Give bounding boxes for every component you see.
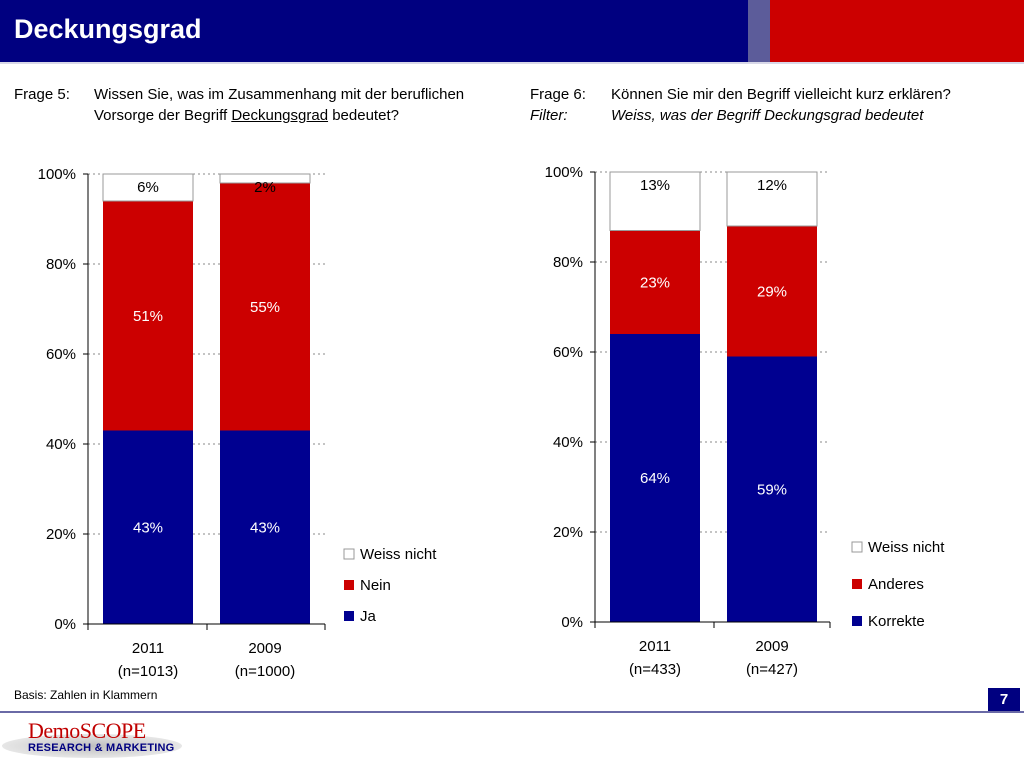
legend-swatch xyxy=(343,548,355,560)
y-tick-label: 20% xyxy=(553,524,583,541)
data-label: 2% xyxy=(254,179,276,196)
data-label: 55% xyxy=(250,299,280,316)
x-tick-sublabel: (n=1013) xyxy=(118,663,178,680)
data-label: 59% xyxy=(757,481,787,498)
data-label: 6% xyxy=(137,179,159,196)
title-divider xyxy=(0,62,1024,64)
bar-segment xyxy=(103,430,193,624)
y-tick-label: 100% xyxy=(545,164,583,181)
legend-swatch xyxy=(851,541,863,553)
data-label: 43% xyxy=(250,519,280,536)
x-tick-label: 2009 xyxy=(755,638,788,655)
data-label: 51% xyxy=(133,308,163,325)
question-right-label: Frage 6: xyxy=(530,86,586,103)
title-bar-accent xyxy=(748,0,770,62)
x-tick-label: 2011 xyxy=(132,640,164,657)
data-label: 13% xyxy=(640,177,670,194)
bar-segment xyxy=(727,226,817,357)
basis-note: Basis: Zahlen in Klammern xyxy=(14,688,158,702)
bar-segment xyxy=(610,334,700,622)
data-label: 43% xyxy=(133,519,163,536)
y-tick-label: 20% xyxy=(46,526,76,543)
bar-segment xyxy=(102,173,194,202)
footer-divider xyxy=(0,711,1024,713)
bar-segment xyxy=(103,201,193,431)
demoscope-logo: DemoSCOPE RESEARCH & MARKETING xyxy=(2,716,192,762)
filter-text: Weiss, was der Begriff Deckungsgrad bede… xyxy=(611,107,924,124)
filter-label: Filter: xyxy=(530,107,568,124)
legend-label: Nein xyxy=(360,577,391,594)
y-tick-label: 40% xyxy=(46,436,76,453)
bar-segment xyxy=(727,356,817,622)
legend-swatch xyxy=(344,580,354,590)
y-tick-label: 40% xyxy=(553,434,583,451)
data-label: 29% xyxy=(757,283,787,300)
question-left: Frage 5: Wissen Sie, was im Zusammenhang… xyxy=(14,84,504,150)
bar-segment xyxy=(220,430,310,624)
question-left-text-a: Wissen Sie, was im Zusammenhang mit der … xyxy=(94,86,465,124)
legend-label: Ja xyxy=(360,608,377,625)
x-tick-sublabel: (n=433) xyxy=(629,661,681,678)
question-right-text: Können Sie mir den Begriff vielleicht ku… xyxy=(611,86,951,103)
bar-segment xyxy=(219,173,311,184)
bar-segment xyxy=(220,183,310,431)
chart-left: 0% 20% 40% 60% 80% 100% 43% 51% 6% 2011 (n=1013) 43… xyxy=(38,166,438,680)
legend-label: Korrekte xyxy=(868,613,925,630)
y-tick-label: 100% xyxy=(38,166,76,183)
question-right: Frage 6: Können Sie mir den Begriff viel… xyxy=(530,84,1020,128)
x-tick-label: 2011 xyxy=(639,638,671,655)
title-bar-red xyxy=(770,0,1024,62)
y-tick-label: 80% xyxy=(553,254,583,271)
y-tick-label: 0% xyxy=(54,616,76,633)
y-tick-label: 80% xyxy=(46,256,76,273)
page-title: Deckungsgrad xyxy=(14,14,202,44)
bar-segment xyxy=(610,230,700,334)
chart-right: 0% 20% 40% 60% 80% 100% 64% 23% 13% 2011 (n=433) 59… xyxy=(545,164,946,678)
title-bar-blue xyxy=(0,0,748,62)
legend-label: Weiss nicht xyxy=(868,539,945,556)
data-label: 64% xyxy=(640,470,670,487)
x-tick-sublabel: (n=427) xyxy=(746,661,798,678)
question-left-label: Frage 5: xyxy=(14,86,70,103)
logo-swoosh xyxy=(2,734,182,758)
x-tick-label: 2009 xyxy=(248,640,281,657)
legend-label: Anderes xyxy=(868,576,924,593)
legend-label: Weiss nicht xyxy=(360,546,437,563)
y-tick-label: 60% xyxy=(46,346,76,363)
legend-swatch xyxy=(852,616,862,626)
page-number: 7 xyxy=(988,688,1020,712)
logo-sub: RESEARCH & MARKETING xyxy=(28,742,175,754)
logo-name: DemoSCOPE xyxy=(28,718,146,743)
data-label: 23% xyxy=(640,274,670,291)
question-left-text: Wissen Sie, was im Zusammenhang mit der … xyxy=(94,84,474,126)
y-tick-label: 60% xyxy=(553,344,583,361)
bar-segment xyxy=(726,171,818,227)
bar-segment xyxy=(609,171,701,231)
y-tick-label: 0% xyxy=(561,614,583,631)
question-left-text-b: bedeutet? xyxy=(332,107,399,124)
legend-swatch xyxy=(344,611,354,621)
title-bar: Deckungsgrad xyxy=(0,0,1024,62)
question-left-keyword: Deckungsgrad xyxy=(231,107,329,124)
x-tick-sublabel: (n=1000) xyxy=(235,663,295,680)
legend-swatch xyxy=(852,579,862,589)
data-label: 12% xyxy=(757,177,787,194)
